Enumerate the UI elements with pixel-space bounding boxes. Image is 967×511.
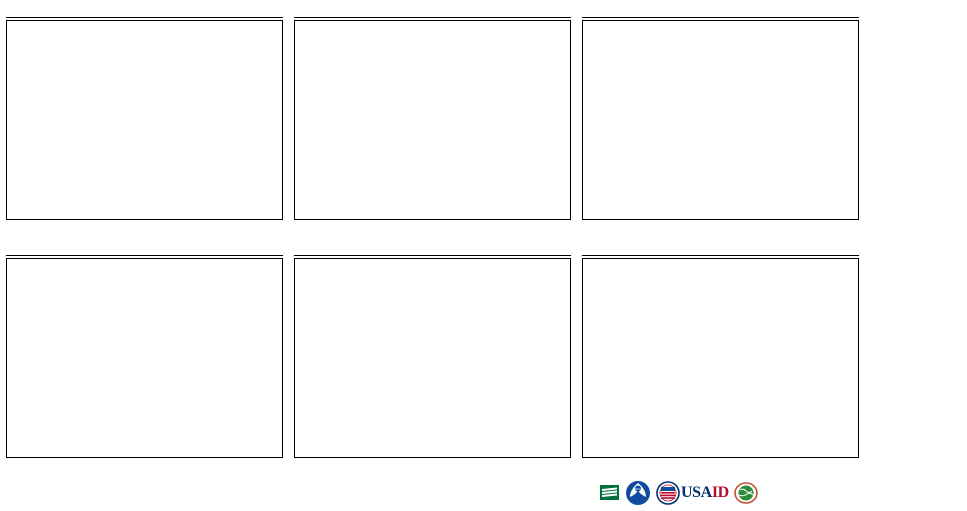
usgs-logo[interactable] <box>600 480 620 506</box>
usgs-wave-icon <box>600 485 619 500</box>
fewsnet-logo[interactable] <box>733 480 759 506</box>
map-canvas-19-may[interactable] <box>294 258 571 458</box>
usaid-wordmark: USAID <box>681 484 729 501</box>
panel-title <box>294 241 571 256</box>
svg-text:NOAA: NOAA <box>634 487 643 491</box>
spacer <box>866 19 967 30</box>
panel-19-may <box>294 241 571 458</box>
map-canvas-20-may[interactable] <box>582 258 859 458</box>
rfe-legend <box>866 248 967 252</box>
panel-title <box>582 241 859 256</box>
map-canvas-15-may[interactable] <box>6 20 283 220</box>
noaa-seal-icon: NOAA <box>626 481 650 505</box>
panel-title <box>582 3 859 18</box>
map-canvas-18-may[interactable] <box>6 258 283 458</box>
usaid-seal-icon <box>656 481 680 505</box>
panel-title <box>294 3 571 18</box>
logo-strip: NOAA USAID <box>600 479 759 507</box>
panel-title <box>6 241 283 256</box>
noaa-logo[interactable]: NOAA <box>625 480 651 506</box>
panel-15-may <box>6 3 283 220</box>
panel-18-may <box>6 241 283 458</box>
panel-17-may <box>582 3 859 220</box>
spacer <box>866 8 967 19</box>
map-canvas-16-may[interactable] <box>294 20 571 220</box>
panel-16-may <box>294 3 571 220</box>
fewsnet-globe-icon <box>733 482 758 504</box>
usaid-logo[interactable]: USAID <box>656 480 729 506</box>
panel-20-may <box>582 241 859 458</box>
sidebar <box>866 8 967 30</box>
map-canvas-17-may[interactable] <box>582 20 859 220</box>
panel-title <box>6 3 283 18</box>
